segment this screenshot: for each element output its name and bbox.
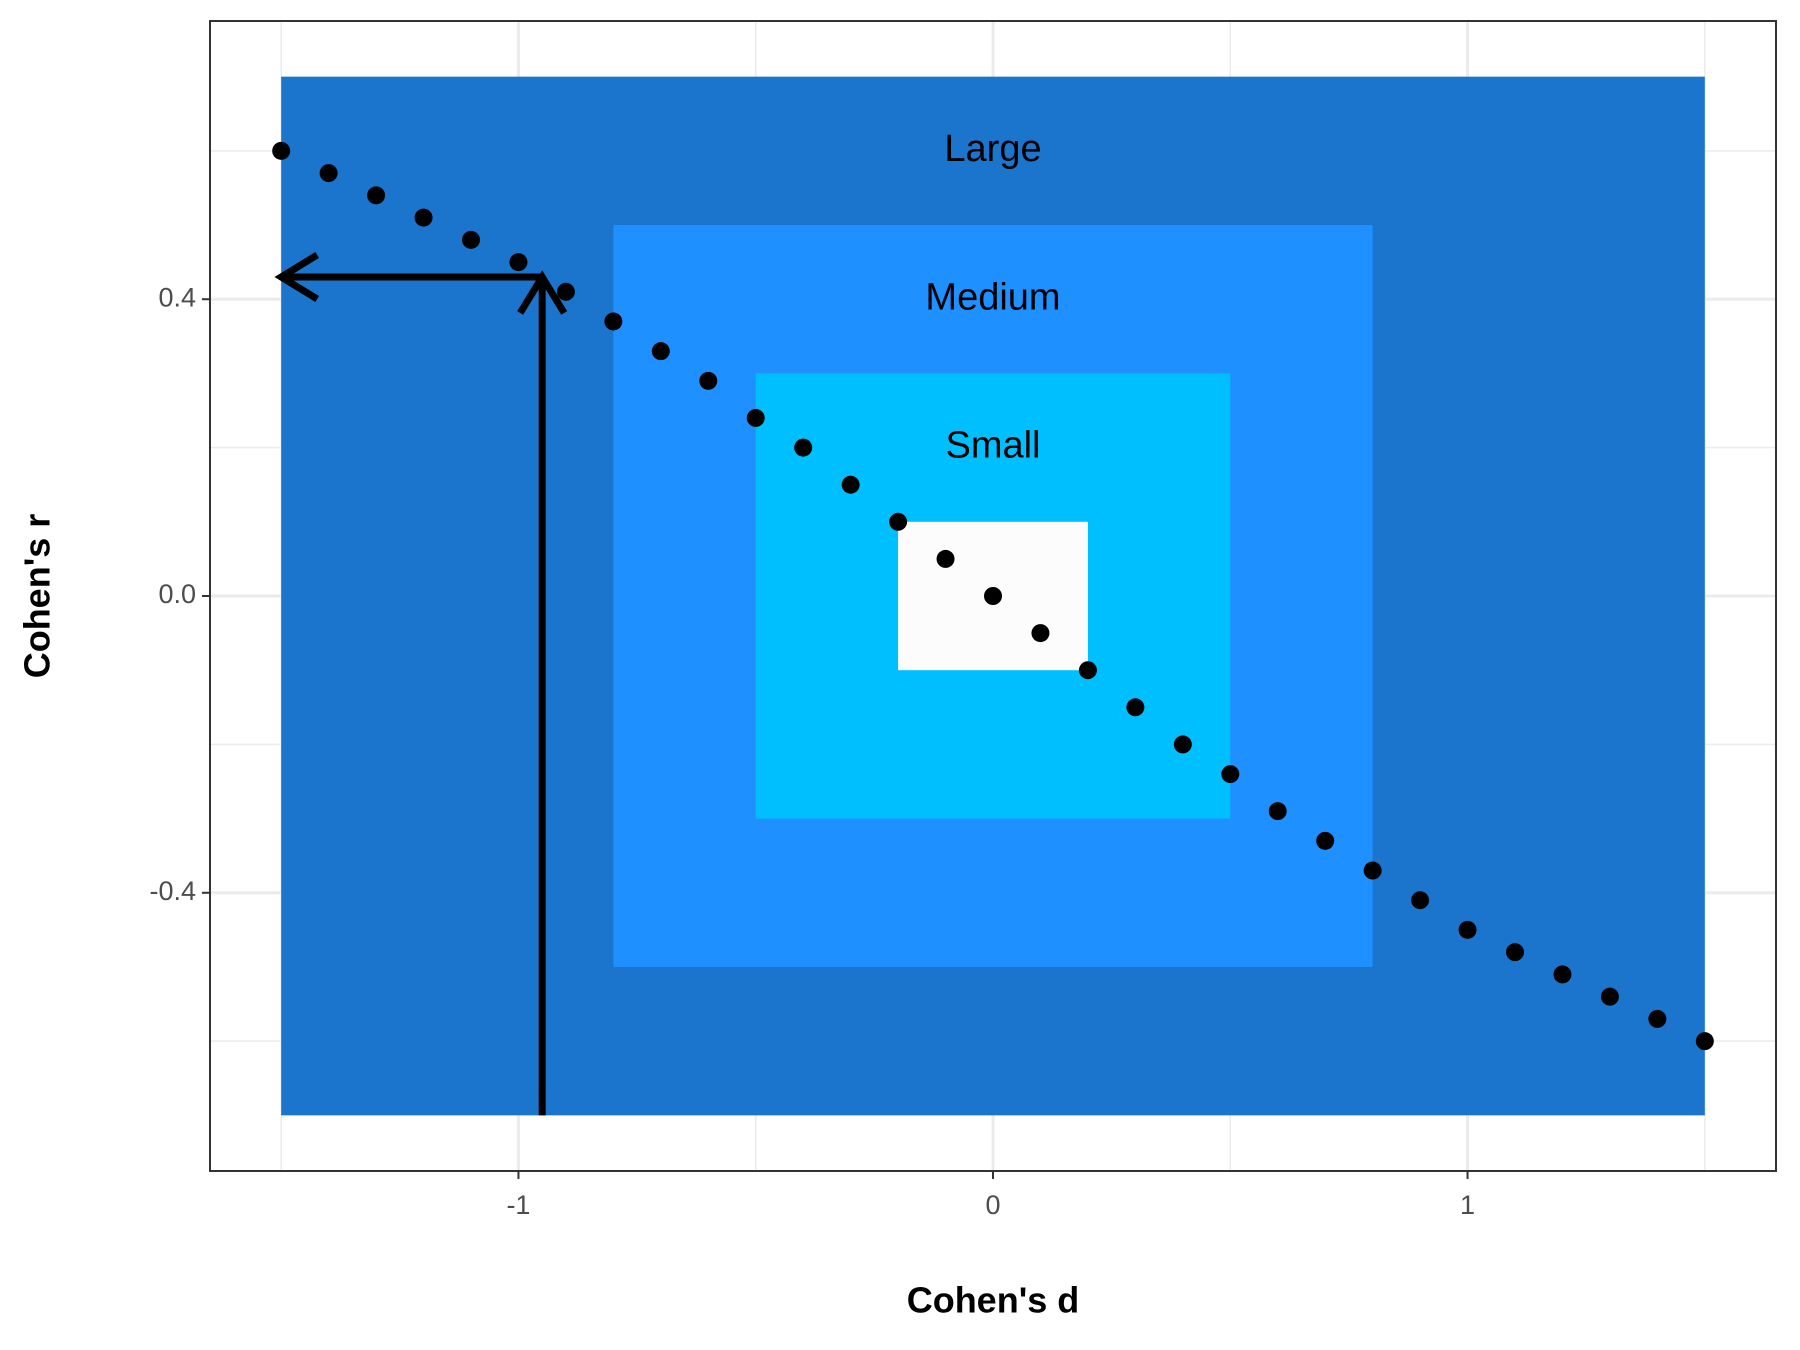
y-tick-label: 0.0: [158, 579, 196, 609]
point: [699, 371, 718, 390]
point: [367, 186, 386, 205]
point: [509, 253, 528, 272]
region-label: Medium: [925, 276, 1060, 318]
point: [889, 512, 908, 531]
point: [1458, 920, 1477, 939]
point: [1411, 891, 1430, 910]
region-label: Small: [945, 425, 1040, 467]
x-tick-label: -1: [506, 1190, 530, 1220]
point: [984, 587, 1002, 605]
point: [1173, 735, 1192, 754]
point: [1031, 624, 1050, 643]
point: [746, 408, 765, 427]
point: [936, 549, 955, 568]
x-tick-label: 0: [985, 1190, 1000, 1220]
point: [651, 342, 670, 361]
point: [1221, 765, 1240, 784]
point: [1695, 1032, 1714, 1051]
x-tick-label: 1: [1460, 1190, 1475, 1220]
point: [1268, 802, 1287, 821]
arrow-vertical: [517, 270, 568, 1116]
point: [462, 230, 480, 249]
point: [1078, 661, 1097, 680]
y-axis-title: Cohen's r: [17, 514, 58, 679]
arrow-horizontal: [274, 251, 543, 302]
point: [1126, 698, 1145, 717]
point: [1553, 965, 1572, 984]
point: [414, 208, 433, 227]
point: [1648, 1009, 1667, 1028]
point: [1506, 943, 1524, 962]
y-tick-label: 0.4: [158, 282, 196, 312]
point: [272, 141, 291, 160]
point: [841, 475, 860, 494]
y-tick-label: -0.4: [149, 876, 196, 906]
point: [794, 438, 813, 457]
point: [1600, 987, 1619, 1006]
x-axis-title: Cohen's d: [907, 1280, 1080, 1321]
point: [1316, 831, 1335, 850]
point: [556, 282, 575, 301]
point: [604, 312, 623, 331]
point: [1363, 861, 1382, 880]
point: [319, 164, 338, 183]
region-label: Large: [944, 128, 1041, 170]
